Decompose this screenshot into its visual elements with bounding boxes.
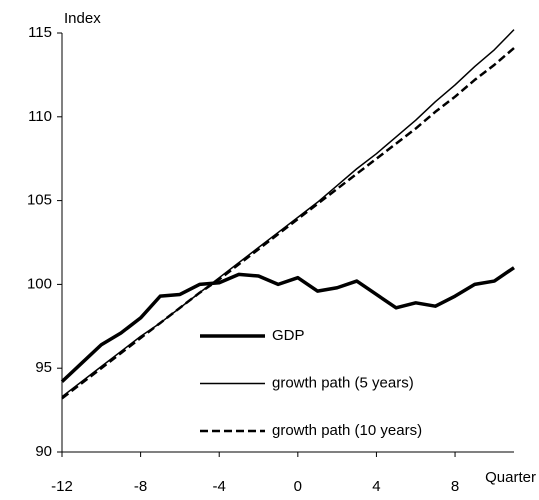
series-line [61, 29, 515, 398]
series-line [61, 47, 515, 400]
y-axis-title: Index [64, 10, 101, 27]
y-tick-label: 95 [35, 359, 52, 376]
y-tick-label: 115 [28, 24, 52, 41]
x-tick-label: -12 [51, 478, 73, 495]
x-axis-title: Quarter [485, 469, 536, 486]
x-tick-label: -4 [213, 478, 226, 495]
x-tick-label: 8 [451, 478, 459, 495]
x-tick-label: 0 [294, 478, 302, 495]
y-tick-label: 100 [27, 275, 52, 292]
legend-label: GDP [272, 327, 305, 344]
y-tick-label: 90 [35, 443, 52, 460]
series-line [60, 266, 515, 383]
x-tick-label: -8 [134, 478, 147, 495]
legend-label: growth path (5 years) [272, 374, 414, 391]
y-tick-label: 105 [27, 192, 52, 209]
x-tick-label: 4 [372, 478, 380, 495]
legend-label: growth path (10 years) [272, 422, 422, 439]
y-tick-label: 110 [28, 108, 52, 125]
